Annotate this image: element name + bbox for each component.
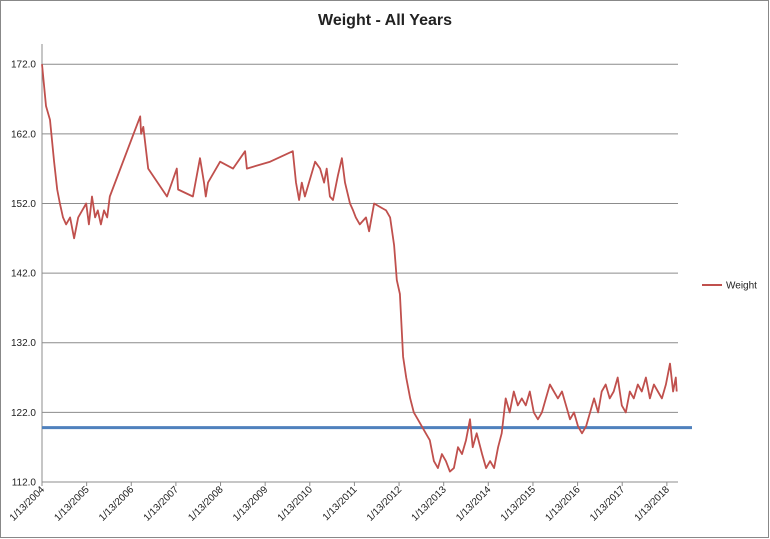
y-tick-label: 162.0 <box>11 129 36 140</box>
y-tick-label: 172.0 <box>11 60 36 71</box>
y-tick-label: 112.0 <box>12 478 37 489</box>
chart-title: Weight - All Years <box>318 12 452 29</box>
y-tick-label: 132.0 <box>11 338 36 349</box>
y-tick-label: 122.0 <box>11 408 36 419</box>
y-tick-label: 142.0 <box>11 269 36 280</box>
legend-label: Weight <box>726 281 757 292</box>
data-line <box>41 64 678 473</box>
y-tick-label: 152.0 <box>11 199 36 210</box>
